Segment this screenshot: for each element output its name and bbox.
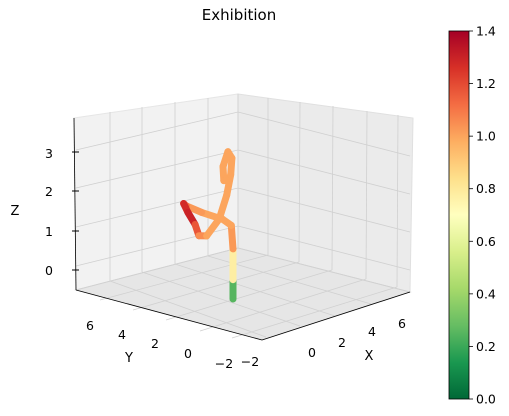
y-tick-label: 6 bbox=[86, 318, 94, 333]
series-segment bbox=[215, 191, 231, 223]
z-ticks: 0 1 2 3 bbox=[45, 146, 53, 278]
gridline bbox=[141, 271, 301, 327]
x-ticks: −2 0 2 4 6 bbox=[241, 316, 406, 369]
series-segment bbox=[203, 215, 223, 240]
z-tick-label: 3 bbox=[45, 146, 53, 161]
gridline bbox=[331, 105, 334, 271]
z-tick-label: 0 bbox=[45, 263, 53, 278]
gridline bbox=[365, 110, 368, 280]
gridline bbox=[298, 101, 301, 263]
y-tick-label: 0 bbox=[184, 346, 192, 361]
colorbar: 0.0 0.2 0.4 0.6 0.8 1.0 1.2 1.4 bbox=[448, 24, 496, 407]
y-tick-label: −2 bbox=[215, 356, 233, 371]
z-axis-line bbox=[73, 117, 77, 291]
x-tick-label: −2 bbox=[241, 354, 259, 369]
x-tick-label: 2 bbox=[338, 335, 346, 350]
gridline bbox=[75, 247, 239, 291]
y-tick-label: 2 bbox=[151, 336, 159, 351]
y-ticks: −2 0 2 4 6 bbox=[86, 318, 233, 371]
colorbar-tick-label: 1.4 bbox=[476, 24, 496, 39]
colorbar-tick-label: 0.2 bbox=[476, 339, 496, 354]
colorbar-ticks: 0.0 0.2 0.4 0.6 0.8 1.0 1.2 1.4 bbox=[469, 24, 496, 407]
y-axis-label: Y bbox=[124, 351, 133, 366]
colorbar-tick-label: 0.4 bbox=[476, 286, 496, 301]
colorbar-tick-label: 1.2 bbox=[476, 76, 496, 91]
gridline bbox=[165, 269, 333, 321]
y-tick-label: 4 bbox=[118, 327, 126, 342]
gridline bbox=[199, 278, 367, 332]
gridline bbox=[396, 114, 399, 288]
x-tick-label: 0 bbox=[308, 345, 316, 360]
gridline bbox=[75, 225, 411, 271]
gridline bbox=[75, 149, 411, 195]
chart-title: Exhibition bbox=[202, 6, 276, 24]
series-segment bbox=[227, 221, 237, 253]
gridline bbox=[75, 111, 411, 157]
gridline bbox=[109, 280, 267, 338]
x-axis-label: X bbox=[365, 349, 374, 364]
x-axis-line bbox=[261, 291, 411, 341]
colorbar-tick-label: 0.8 bbox=[476, 181, 496, 196]
colorbar-tick-label: 1.0 bbox=[476, 129, 496, 144]
gridline bbox=[99, 254, 269, 301]
y-axis-line bbox=[75, 289, 263, 341]
gridline bbox=[231, 286, 398, 339]
z-axis-label: Z bbox=[11, 204, 20, 219]
gridline bbox=[132, 261, 300, 311]
gridline bbox=[75, 187, 411, 233]
colorbar-tick-label: 0.0 bbox=[476, 392, 496, 407]
z-tick-label: 2 bbox=[45, 184, 53, 199]
series-line bbox=[180, 148, 237, 303]
x-tick-label: 4 bbox=[368, 324, 376, 339]
axes-3d bbox=[73, 93, 414, 341]
colorbar-tick-label: 0.6 bbox=[476, 234, 496, 249]
x-tick-label: 6 bbox=[398, 316, 406, 331]
z-tick-label: 1 bbox=[45, 224, 53, 239]
gridline bbox=[174, 263, 336, 317]
axis-ticks: −2 0 2 4 6 −2 0 2 4 6 0 1 2 3 bbox=[45, 146, 406, 371]
colorbar-gradient bbox=[448, 30, 470, 400]
